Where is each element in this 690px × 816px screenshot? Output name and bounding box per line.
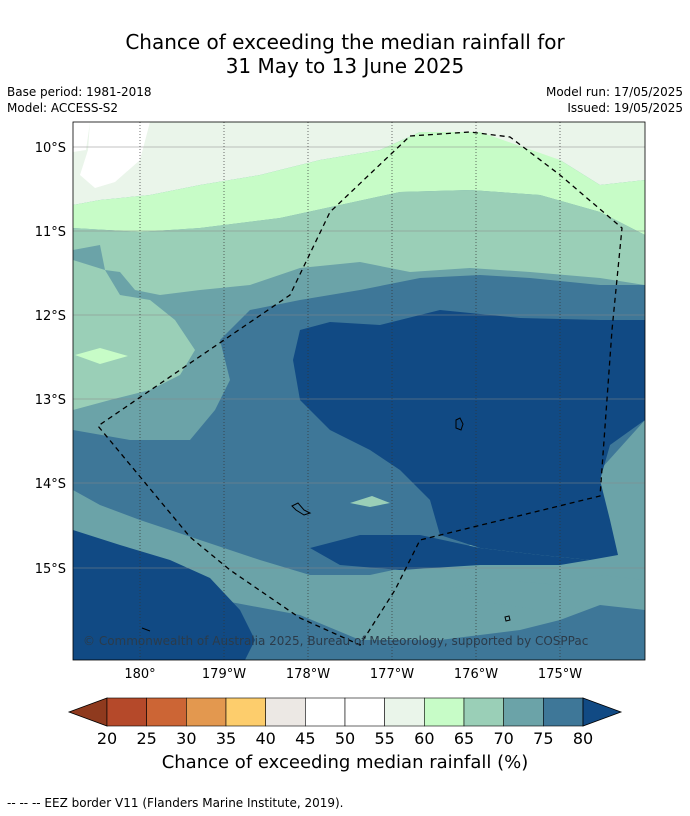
lat-label: 10°S: [35, 141, 66, 156]
colorbar-tick-label: 30: [176, 729, 196, 748]
contour-65-70-small: [350, 496, 390, 507]
lon-labels: 180° 179°W 178°W 177°W 176°W 175°W: [124, 667, 582, 682]
colorbar-tick-label: 50: [335, 729, 355, 748]
eez-footnote: -- -- -- EEZ border V11 (Flanders Marine…: [7, 796, 344, 810]
eez-border: [97, 131, 623, 646]
colorbar-segment: [106, 697, 147, 727]
colorbar-arrow-high: [582, 697, 623, 727]
contour-65-70-b: [73, 260, 195, 410]
colorbar-tick-label: 65: [454, 729, 474, 748]
lon-label: 178°W: [286, 667, 330, 682]
colorbar-segment: [543, 697, 584, 727]
lat-label: 12°S: [35, 309, 66, 324]
chart-title: Chance of exceeding the median rainfall …: [0, 30, 690, 78]
island-2: [291, 502, 312, 516]
lon-label: 179°W: [202, 667, 246, 682]
contour-60-65-blob: [75, 348, 128, 364]
rainfall-contours: [73, 122, 645, 660]
contour-80-south: [310, 535, 590, 570]
contour-50-55-b: [80, 122, 150, 188]
colorbar-tick-label: 25: [136, 729, 156, 748]
lon-label: 177°W: [370, 667, 414, 682]
colorbar-segment: [146, 697, 187, 727]
meta-left: Base period: 1981-2018 Model: ACCESS-S2: [7, 84, 152, 116]
copyright-text: © Commonwealth of Australia 2025, Bureau…: [83, 634, 588, 648]
colorbar-segment: [344, 697, 385, 727]
base-period: Base period: 1981-2018: [7, 85, 152, 99]
colorbar-tick-label: 55: [374, 729, 394, 748]
model-name: Model: ACCESS-S2: [7, 101, 119, 115]
island-1: [455, 417, 464, 431]
contour-80-core: [293, 310, 645, 560]
issued-date: Issued: 19/05/2025: [567, 101, 683, 115]
colorbar-segment: [424, 697, 465, 727]
lat-label: 13°S: [35, 393, 66, 408]
colorbar-tick-label: 35: [216, 729, 236, 748]
lat-labels: 10°S 11°S 12°S 13°S 14°S 15°S: [35, 141, 66, 577]
contour-65-70-a: [73, 190, 645, 295]
colorbar-tick-label: 45: [295, 729, 315, 748]
colorbar-arrow-low: [67, 697, 108, 727]
contour-60-65: [73, 132, 645, 235]
colorbar-title: Chance of exceeding median rainfall (%): [161, 752, 529, 773]
colorbar-segment: [265, 697, 306, 727]
colorbar-tick-label: 80: [573, 729, 593, 748]
lat-label: 15°S: [35, 562, 66, 577]
colorbar-tick-label: 60: [414, 729, 434, 748]
island-4: [141, 627, 151, 632]
colorbar-segment: [463, 697, 504, 727]
lon-label: 176°W: [454, 667, 498, 682]
island-3: [504, 615, 511, 622]
map-frame: [72, 121, 646, 661]
colorbar-segment: [503, 697, 544, 727]
title-line-2: 31 May to 13 June 2025: [225, 54, 465, 78]
lon-label: 175°W: [538, 667, 582, 682]
lat-gridlines: [73, 146, 645, 569]
colorbar-segment: [225, 697, 266, 727]
colorbar-tick-label: 75: [533, 729, 553, 748]
colorbar: 20 25 30 35 40 45 50 55 60 65 70 75 80: [67, 697, 623, 748]
contour-70-75-inner: [440, 575, 645, 610]
colorbar-tick-label: 20: [97, 729, 117, 748]
title-line-1: Chance of exceeding the median rainfall …: [125, 30, 565, 54]
lat-label: 14°S: [35, 477, 66, 492]
colorbar-tick-label: 70: [493, 729, 513, 748]
contour-50-55-a: [73, 122, 90, 152]
meta-right: Model run: 17/05/2025 Issued: 19/05/2025: [546, 84, 683, 116]
colorbar-segment: [186, 697, 227, 727]
colorbar-tick-label: 40: [255, 729, 275, 748]
lat-label: 11°S: [35, 225, 66, 240]
contour-80-southwest: [73, 530, 255, 660]
model-run: Model run: 17/05/2025: [545, 85, 683, 99]
colorbar-segment: [384, 697, 425, 727]
colorbar-segment: [305, 697, 346, 727]
lon-label: 180°: [124, 667, 155, 682]
